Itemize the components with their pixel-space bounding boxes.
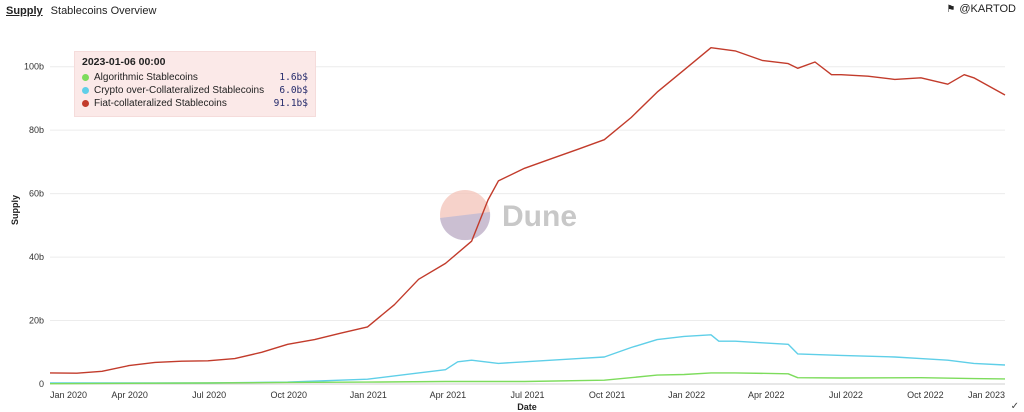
x-tick-label: Jan 2020	[50, 390, 87, 400]
y-tick-label: 40b	[29, 252, 44, 262]
y-tick-label: 100b	[24, 62, 44, 72]
series-line	[50, 334, 1006, 384]
x-tick-label: Jul 2020	[192, 390, 226, 400]
x-tick-label: Jan 2022	[668, 390, 705, 400]
x-tick-label: Jul 2022	[829, 390, 863, 400]
grid	[50, 66, 1005, 385]
x-tick-label: Apr 2022	[748, 390, 785, 400]
owner-badge[interactable]: ⚑ @KARTOD	[946, 3, 1016, 15]
x-axis-label: Date	[517, 402, 537, 412]
dune-watermark: Dune	[440, 190, 577, 241]
series-line	[49, 47, 1006, 374]
flag-icon: ⚑	[946, 3, 956, 15]
legend-dot	[82, 100, 89, 107]
x-tick-label: Apr 2021	[430, 390, 467, 400]
tooltip-series-name: Algorithmic Stablecoins	[94, 72, 198, 83]
tooltip-row: Fiat-collateralized Stablecoins 91.1b$	[82, 97, 308, 110]
section-link[interactable]: Supply	[6, 5, 43, 17]
legend-dot	[82, 74, 89, 81]
x-tick-label: Oct 2021	[589, 390, 626, 400]
watermark-text: Dune	[502, 200, 577, 233]
x-tick-label: Jul 2021	[510, 390, 544, 400]
tooltip-row: Algorithmic Stablecoins 1.6b$	[82, 71, 308, 84]
y-tick-label: 80b	[29, 125, 44, 135]
owner-handle: @KARTOD	[959, 3, 1016, 15]
series-line	[49, 372, 1006, 385]
tooltip-series-value: 6.0b$	[279, 85, 308, 96]
x-tick-label: Apr 2020	[111, 390, 148, 400]
verified-check-icon: ✓	[1010, 401, 1019, 412]
panel-header: Supply Stablecoins Overview	[6, 3, 156, 19]
tooltip-series-value: 91.1b$	[273, 98, 308, 109]
x-tick-label: Jan 2023	[968, 390, 1005, 400]
chart-title: Stablecoins Overview	[50, 5, 157, 17]
x-tick-label: Jan 2021	[350, 390, 387, 400]
series-lines	[49, 47, 1006, 385]
y-tick-label: 60b	[29, 189, 44, 199]
x-tick-label: Oct 2022	[907, 390, 944, 400]
tooltip-series-value: 1.6b$	[279, 72, 308, 83]
x-tick-label: Oct 2020	[270, 390, 307, 400]
hover-tooltip: 2023-01-06 00:00 Algorithmic Stablecoins…	[74, 51, 316, 117]
x-axis-ticks: Jan 2020 Apr 2020 Jul 2020 Oct 2020 Jan 2021…	[50, 390, 1005, 400]
y-tick-label: 0	[39, 379, 44, 389]
y-tick-label: 20b	[29, 316, 44, 326]
y-axis-label: Supply	[10, 195, 20, 225]
y-axis-ticks: 0 20b 40b 60b 80b 100b	[24, 62, 44, 389]
tooltip-series-name: Crypto over-Collateralized Stablecoins	[94, 85, 265, 96]
tooltip-series-name: Fiat-collateralized Stablecoins	[94, 98, 227, 109]
watermark-logo-bottom	[440, 212, 491, 241]
tooltip-date: 2023-01-06 00:00	[82, 56, 166, 68]
tooltip-row: Crypto over-Collateralized Stablecoins 6…	[82, 84, 308, 97]
legend-dot	[82, 87, 89, 94]
